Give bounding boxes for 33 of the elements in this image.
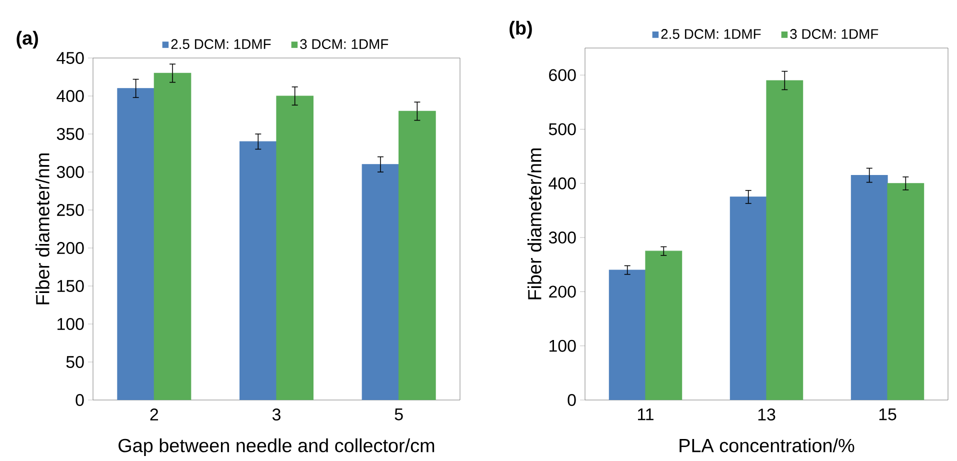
y-tick-label: 100: [550, 340, 576, 352]
y-tick-label: 450: [56, 52, 84, 64]
y-axis-title: Fiber diameter/nm: [35, 153, 50, 304]
y-tick-label: 150: [58, 280, 84, 292]
y-tick-label: 400: [56, 90, 84, 102]
y-tick-label: 0: [568, 394, 576, 406]
chart-title: (b): [510, 20, 532, 38]
y-tick-label: 50: [66, 356, 84, 368]
y-tick-label: 600: [549, 69, 576, 82]
x-tick-label: 11: [638, 408, 654, 420]
x-tick-label: 3: [272, 408, 280, 421]
y-axis-title: Fiber diameter/nm: [527, 148, 542, 300]
x-tick-label: 2: [150, 408, 158, 420]
x-tick-label: 15: [879, 408, 896, 420]
legend-label: 2.5 DCM: 1DMF: [661, 29, 761, 39]
legend-label: 3 DCM: 1DMF: [300, 39, 388, 50]
x-tick-label: 13: [758, 408, 776, 421]
y-tick-label: 300: [548, 232, 576, 244]
legend-label: 2.5 DCM: 1DMF: [171, 39, 271, 50]
x-axis-title: Gap between needle and collector/cm: [118, 438, 434, 456]
y-tick-label: 300: [56, 166, 84, 178]
chart-title: (a): [16, 30, 38, 48]
y-tick-label: 350: [56, 128, 84, 140]
legend-label: 3 DCM: 1DMF: [790, 29, 878, 39]
y-tick-label: 250: [57, 204, 84, 216]
y-tick-label: 200: [57, 242, 84, 254]
y-tick-label: 100: [58, 318, 84, 330]
x-tick-label: 5: [394, 408, 403, 420]
y-tick-label: 200: [549, 286, 576, 298]
y-tick-label: 0: [76, 394, 84, 406]
x-axis-title: PLA concentration/%: [680, 438, 854, 452]
y-tick-label: 500: [548, 123, 576, 136]
y-tick-label: 400: [548, 177, 576, 190]
